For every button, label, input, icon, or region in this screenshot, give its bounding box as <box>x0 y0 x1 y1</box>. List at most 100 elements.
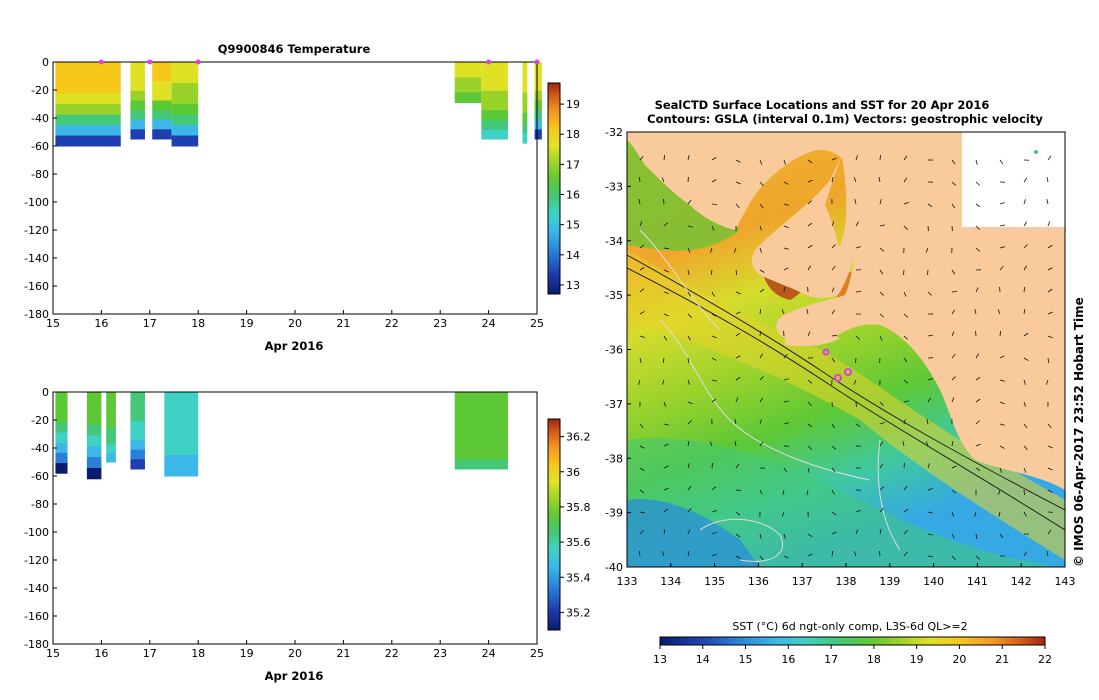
velocity-vector <box>735 203 740 209</box>
profile-cell <box>454 82 482 88</box>
y-tick-label: -80 <box>31 498 49 511</box>
velocity-vector <box>687 420 692 425</box>
x-tick-label: 25 <box>530 317 544 330</box>
lat-tick-label: -33 <box>605 180 623 193</box>
profile-cell <box>130 430 145 441</box>
velocity-vector <box>1023 244 1028 249</box>
velocity-vector <box>927 533 933 536</box>
velocity-vector <box>735 489 742 491</box>
velocity-vector <box>903 177 908 183</box>
ctd-location-marker <box>834 374 842 382</box>
profile-cell <box>152 119 172 130</box>
y-tick-label: -180 <box>24 308 49 321</box>
y-tick-label: -60 <box>31 140 49 153</box>
profile-cell <box>534 100 542 111</box>
velocity-vector <box>831 489 835 495</box>
velocity-vector <box>1023 177 1028 183</box>
x-tick-label: 15 <box>46 647 60 660</box>
profile-cell <box>86 413 102 426</box>
velocity-vector <box>903 419 906 425</box>
gsla-contour <box>659 319 871 481</box>
y-tick-label: -160 <box>24 280 49 293</box>
profile-cell <box>481 71 508 82</box>
velocity-vector <box>879 247 885 252</box>
velocity-vector <box>975 225 980 230</box>
x-tick-label: 24 <box>482 647 496 660</box>
velocity-vector <box>783 533 786 539</box>
ctd-location-marker <box>822 348 830 356</box>
profile-cell <box>454 449 508 460</box>
x-tick-label: 19 <box>240 317 254 330</box>
velocity-vector <box>807 467 810 473</box>
ctd-location-marker <box>844 368 852 376</box>
profile-cell <box>164 413 199 424</box>
velocity-vector <box>902 441 905 447</box>
y-tick-label: -80 <box>31 168 49 181</box>
velocity-vector <box>711 553 717 557</box>
velocity-vector <box>1023 489 1025 496</box>
x-tick-label: 20 <box>288 647 302 660</box>
velocity-vector <box>855 246 861 249</box>
velocity-vector <box>1047 445 1053 449</box>
velocity-vector <box>759 269 765 273</box>
velocity-vector <box>759 330 761 337</box>
lon-tick-label: 141 <box>967 575 988 588</box>
velocity-vector <box>903 291 907 297</box>
velocity-vector <box>807 533 813 538</box>
profile-cell <box>534 110 542 121</box>
velocity-vector <box>759 441 764 447</box>
velocity-vector <box>735 511 741 516</box>
profile-cell <box>454 72 482 78</box>
velocity-vector <box>638 379 641 385</box>
lon-tick-label: 135 <box>704 575 725 588</box>
velocity-vector <box>925 441 929 447</box>
velocity-vector <box>663 508 669 513</box>
lon-tick-label: 143 <box>1055 575 1076 588</box>
velocity-vector <box>735 355 741 359</box>
velocity-vector <box>1023 357 1029 361</box>
velocity-vector <box>1047 221 1051 227</box>
y-tick-label: -40 <box>31 112 49 125</box>
velocity-vector <box>783 353 788 359</box>
profile-cell <box>106 400 116 410</box>
profile-cell <box>130 100 145 111</box>
velocity-vector <box>999 246 1005 249</box>
velocity-vector <box>975 247 981 252</box>
velocity-vector <box>998 489 1001 495</box>
profile-cell <box>481 129 508 140</box>
velocity-vector <box>831 265 836 271</box>
velocity-vector <box>807 200 812 205</box>
profile-cell <box>152 81 172 92</box>
profile-cell <box>86 446 102 458</box>
velocity-vector <box>759 376 764 381</box>
velocity-vector <box>879 313 885 318</box>
profile-cell <box>130 90 145 101</box>
x-tick-label: 17 <box>143 647 157 660</box>
profile-cell <box>130 71 145 82</box>
map-axis-ticks: 133 134 135 136 137 138 139 140 141 142 143 -32 -33 -… <box>605 126 1075 588</box>
colorbar-tick-label: 35.6 <box>566 536 591 549</box>
velocity-vector <box>1045 379 1049 385</box>
velocity-vector <box>975 181 980 186</box>
velocity-vector <box>879 291 884 296</box>
velocity-vector <box>1047 423 1052 429</box>
velocity-vector <box>807 401 812 406</box>
velocity-vector <box>663 401 666 407</box>
velocity-vector <box>1023 467 1027 473</box>
velocity-vector <box>951 353 956 359</box>
velocity-vector <box>879 441 884 447</box>
velocity-vector <box>734 419 737 425</box>
y-tick-label: -140 <box>24 582 49 595</box>
colorbar-tick-label: 35.2 <box>566 606 591 619</box>
colorbar-tick-label: 35.4 <box>566 571 591 584</box>
velocity-vector <box>783 159 786 165</box>
velocity-vector <box>661 379 665 385</box>
velocity-vector <box>687 313 692 318</box>
x-tick-label: 23 <box>433 647 447 660</box>
lon-tick-label: 133 <box>617 575 638 588</box>
velocity-vector <box>999 202 1005 205</box>
colorbar-tick-label: 15 <box>566 219 580 232</box>
salinity-colorbar-ticks: 36.2 36 35.8 35.6 35.4 35.2 <box>560 431 591 619</box>
profile-cell <box>171 104 199 115</box>
velocity-vector <box>1047 267 1053 271</box>
